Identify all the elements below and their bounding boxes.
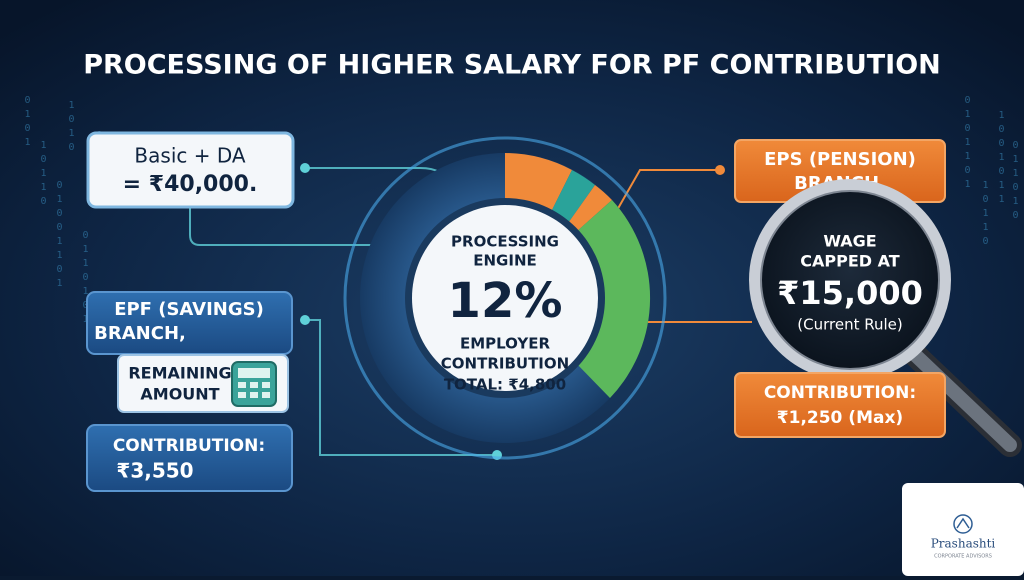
eps-contribution-value: ₹1,250 (Max) bbox=[777, 408, 903, 428]
logo-name: Prashashti bbox=[931, 537, 996, 551]
eps-branch: EPS (PENSION) bbox=[764, 149, 916, 170]
logo-box bbox=[902, 483, 1024, 576]
binary-column: 1010 bbox=[66, 100, 77, 156]
engine-label: PROCESSING bbox=[451, 233, 559, 251]
wage-label: WAGE bbox=[823, 232, 876, 251]
input-label: Basic + DA bbox=[134, 144, 245, 168]
wage-label: CAPPED AT bbox=[800, 252, 900, 271]
epf-branch: BRANCH, bbox=[94, 323, 186, 344]
wage-value: ₹15,000 bbox=[777, 274, 923, 312]
eps-contribution-label: CONTRIBUTION: bbox=[764, 383, 916, 403]
binary-column: 1001011 bbox=[996, 110, 1007, 208]
title: PROCESSING OF HIGHER SALARY FOR PF CONTR… bbox=[83, 50, 941, 81]
engine-total: TOTAL: ₹4,800 bbox=[444, 376, 566, 394]
engine-label: ENGINE bbox=[473, 252, 537, 270]
binary-column: 01001101 bbox=[54, 180, 65, 292]
eps-contribution-box bbox=[734, 372, 946, 438]
binary-column: 0101101 bbox=[962, 95, 973, 193]
epf-contribution-box bbox=[86, 424, 293, 492]
wage-note: (Current Rule) bbox=[797, 316, 902, 334]
binary-column: 0101 bbox=[22, 95, 33, 151]
binary-column: 0110101 bbox=[80, 230, 91, 328]
input-value: = ₹40,000. bbox=[123, 172, 258, 197]
input-box bbox=[86, 131, 295, 209]
epf-contribution-label: CONTRIBUTION: bbox=[113, 436, 265, 456]
binary-column: 10110 bbox=[980, 180, 991, 250]
engine-label: EMPLOYER bbox=[460, 335, 551, 353]
engine-percent: 12% bbox=[448, 273, 563, 329]
connector-dot bbox=[715, 165, 725, 175]
logo-icon bbox=[953, 514, 973, 534]
logo-tagline: CORPORATE ADVISORS bbox=[934, 554, 992, 560]
binary-column: 10110 bbox=[38, 140, 49, 210]
remaining-label: REMAINING bbox=[128, 364, 231, 383]
remaining-label: AMOUNT bbox=[140, 385, 219, 404]
magnifier bbox=[749, 179, 1022, 457]
epf-contribution-value: ₹3,550 bbox=[116, 459, 193, 483]
processing-ring bbox=[343, 136, 667, 460]
engine-label: CONTRIBUTION bbox=[441, 355, 569, 373]
calculator-icon bbox=[231, 361, 277, 407]
epf-branch: EPF (SAVINGS) bbox=[114, 299, 264, 320]
binary-decoration: 0101101100100110110100110101100110101101… bbox=[22, 95, 1021, 328]
binary-column: 011010 bbox=[1010, 140, 1021, 224]
